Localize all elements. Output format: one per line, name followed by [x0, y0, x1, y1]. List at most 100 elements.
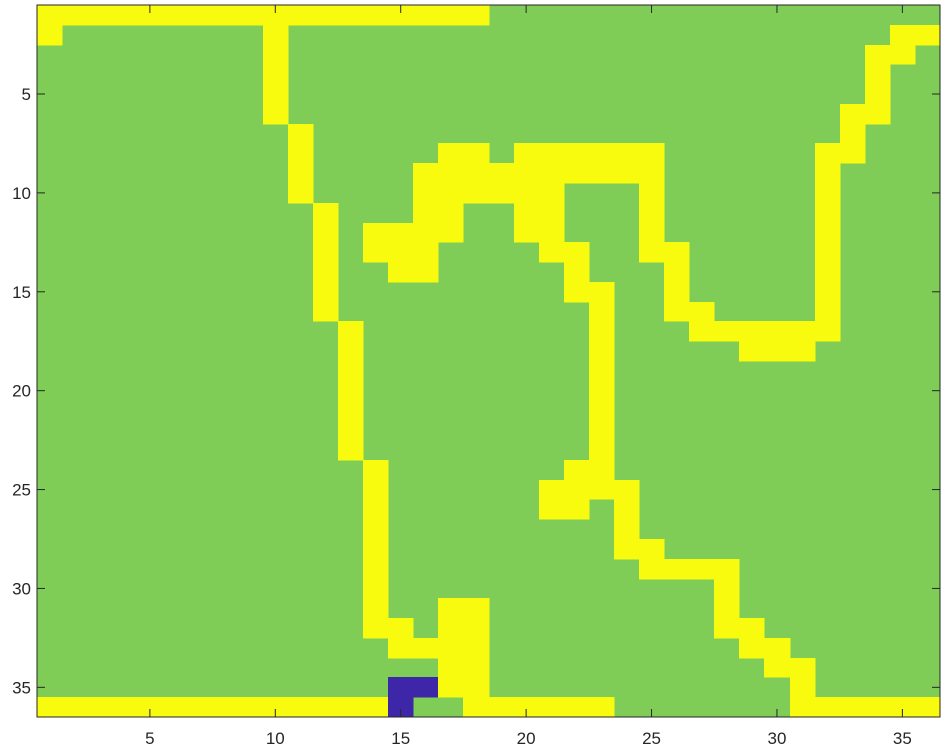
y-tick-label: 30 — [12, 579, 31, 598]
heatmap-cell — [815, 183, 841, 204]
heatmap-cell — [514, 143, 665, 164]
heatmap-cell — [564, 282, 615, 303]
y-tick-label: 35 — [12, 678, 31, 697]
heatmap-cell — [739, 341, 816, 362]
heatmap-cell — [589, 401, 615, 421]
heatmap-cell — [37, 5, 490, 26]
y-tick-label: 20 — [12, 382, 31, 401]
heatmap-cell — [363, 499, 389, 520]
heatmap-cell — [840, 124, 866, 144]
heatmap-cell — [589, 341, 615, 362]
heatmap-cell — [714, 618, 765, 639]
x-tick-label: 25 — [642, 729, 661, 748]
heatmap-cell — [338, 381, 364, 402]
heatmap-cell — [463, 677, 490, 698]
heatmap-cell — [438, 638, 490, 659]
heatmap-cell — [639, 203, 665, 224]
y-tick-label: 15 — [12, 283, 31, 302]
heatmap-cell — [664, 262, 690, 283]
heatmap-cell — [338, 321, 364, 342]
heatmap-cell — [263, 64, 289, 85]
heatmap-cell — [539, 499, 590, 520]
heatmap-cell — [338, 420, 364, 441]
heatmap-cell — [413, 203, 464, 224]
heatmap-cell — [438, 598, 490, 619]
heatmap-cell — [438, 143, 490, 164]
heatmap-cell — [815, 321, 841, 342]
heatmap-cell — [589, 321, 615, 342]
heatmap-cell — [363, 559, 389, 580]
heatmap-cell — [790, 697, 941, 718]
heatmap-cell — [714, 579, 740, 599]
heatmap-cell — [815, 143, 866, 164]
heatmap-cell — [865, 84, 891, 105]
heatmap-cell — [288, 124, 314, 144]
heatmap-cell — [639, 559, 740, 580]
heatmap-cell — [514, 203, 565, 224]
heatmap-cell — [37, 697, 389, 718]
heatmap-cell — [363, 579, 389, 599]
heatmap-cell — [564, 460, 615, 481]
heatmap-cell — [463, 697, 615, 718]
heatmap-cell — [764, 658, 816, 678]
heatmap-cell — [463, 658, 490, 678]
heatmap-cell — [288, 163, 314, 184]
plot-area — [37, 5, 941, 718]
heatmap-cell — [313, 282, 339, 303]
heatmap-cell — [388, 677, 439, 698]
y-tick-label: 10 — [12, 184, 31, 203]
heatmap-cell — [865, 45, 916, 65]
x-tick-label: 10 — [266, 729, 285, 748]
heatmap-cell — [514, 223, 565, 243]
heatmap-cell — [539, 242, 590, 263]
heatmap-cell — [689, 321, 841, 342]
heatmap-cell — [589, 381, 615, 402]
x-tick-label: 15 — [391, 729, 410, 748]
x-axis-ticks: 5 10 15 20 25 30 35 — [145, 5, 912, 748]
heatmap-cell — [890, 25, 941, 46]
heatmap-cell — [413, 183, 565, 204]
axes — [36, 4, 941, 718]
heatmap-cell — [363, 519, 389, 540]
heatmap-cell — [614, 519, 640, 540]
heatmap-cell — [790, 677, 816, 698]
heatmap-cell — [363, 539, 389, 560]
heatmap-cell — [338, 341, 364, 362]
heatmap-cell — [815, 223, 841, 243]
heatmap-cell — [664, 302, 715, 322]
heatmap-cell — [338, 401, 364, 421]
heatmap-cell — [313, 242, 339, 263]
heatmap-cell — [313, 223, 339, 243]
heatmap-cell — [363, 480, 389, 500]
heatmap-cell — [589, 420, 615, 441]
heatmap-cell — [37, 25, 63, 46]
heatmap-cell — [313, 262, 339, 283]
heatmap-cell — [363, 598, 389, 619]
heatmap-cell — [539, 480, 640, 500]
heatmap-cell — [840, 104, 891, 125]
heatmap-cell — [263, 45, 289, 65]
heatmap-cell — [263, 84, 289, 105]
heatmap-cell — [589, 440, 615, 461]
heatmap-cell — [313, 302, 339, 322]
axes-frame — [36, 4, 941, 718]
heatmap-cell — [263, 25, 289, 46]
x-tick-label: 20 — [517, 729, 536, 748]
heatmap-cell — [589, 361, 615, 382]
heatmap-cell — [564, 262, 590, 283]
heatmap-cell — [815, 242, 841, 263]
heatmap-cell — [313, 203, 339, 224]
heatmap-cell — [714, 598, 740, 619]
heatmap-cell — [589, 302, 615, 322]
y-axis-ticks: 5 10 15 20 25 30 35 — [12, 85, 940, 697]
heatmap-cell — [639, 223, 665, 243]
heatmap-cell — [388, 262, 439, 283]
x-tick-label: 35 — [893, 729, 912, 748]
heatmap-cell — [739, 638, 791, 659]
heatmap-cell — [815, 282, 841, 303]
y-tick-label: 5 — [22, 85, 31, 104]
heatmap-cell — [438, 618, 490, 639]
heatmap-cell — [363, 618, 414, 639]
heatmap-cell — [338, 361, 364, 382]
